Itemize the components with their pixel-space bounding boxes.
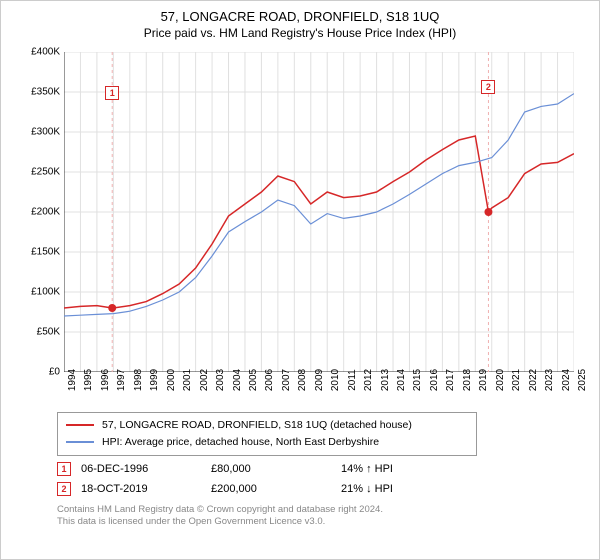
x-tick-label: 2014 bbox=[396, 369, 407, 391]
price-point-marker: 2 bbox=[57, 482, 71, 496]
x-tick-label: 2019 bbox=[478, 369, 489, 391]
x-tick-label: 2012 bbox=[363, 369, 374, 391]
x-tick-label: 2005 bbox=[248, 369, 259, 391]
chart-area: £0 £50K £100K £150K £200K £250K £300K £350K £400… bbox=[20, 46, 580, 406]
chart-marker-2: 2 bbox=[481, 80, 495, 94]
x-tick-label: 2011 bbox=[347, 369, 358, 391]
price-point-amount: £200,000 bbox=[211, 483, 341, 495]
y-tick-label: £150K bbox=[31, 247, 60, 258]
x-tick-label: 1994 bbox=[67, 369, 78, 391]
x-tick-label: 2024 bbox=[561, 369, 572, 391]
chart-title: 57, LONGACRE ROAD, DRONFIELD, S18 1UQ bbox=[13, 9, 587, 24]
x-tick-label: 1998 bbox=[133, 369, 144, 391]
price-point-diff: 21% ↓ HPI bbox=[341, 483, 471, 495]
y-tick-label: £0 bbox=[49, 367, 60, 378]
price-points: 1 06-DEC-1996£80,00014% ↑ HPI 2 18-OCT-2019… bbox=[13, 462, 587, 496]
legend-item-hpi: HPI: Average price, detached house, Nort… bbox=[66, 434, 468, 451]
x-tick-label: 2008 bbox=[297, 369, 308, 391]
chart-marker-1: 1 bbox=[105, 86, 119, 100]
price-point-date: 18-OCT-2019 bbox=[81, 483, 211, 495]
footer-line-2: This data is licensed under the Open Gov… bbox=[57, 516, 587, 528]
x-tick-label: 2002 bbox=[199, 369, 210, 391]
x-tick-label: 2020 bbox=[495, 369, 506, 391]
y-tick-label: £350K bbox=[31, 87, 60, 98]
legend-label-hpi: HPI: Average price, detached house, Nort… bbox=[102, 434, 379, 451]
price-point-date: 06-DEC-1996 bbox=[81, 463, 211, 475]
legend-label-property: 57, LONGACRE ROAD, DRONFIELD, S18 1UQ (d… bbox=[102, 417, 412, 434]
x-tick-label: 2022 bbox=[528, 369, 539, 391]
x-tick-label: 2023 bbox=[544, 369, 555, 391]
legend-swatch-hpi bbox=[66, 441, 94, 443]
x-tick-label: 2009 bbox=[314, 369, 325, 391]
y-tick-label: £100K bbox=[31, 287, 60, 298]
x-tick-label: 2004 bbox=[232, 369, 243, 391]
y-tick-label: £400K bbox=[31, 47, 60, 58]
footer-line-1: Contains HM Land Registry data © Crown c… bbox=[57, 504, 587, 516]
x-tick-label: 2006 bbox=[264, 369, 275, 391]
x-tick-label: 2013 bbox=[380, 369, 391, 391]
footer: Contains HM Land Registry data © Crown c… bbox=[57, 504, 587, 529]
legend: 57, LONGACRE ROAD, DRONFIELD, S18 1UQ (d… bbox=[57, 412, 477, 456]
x-tick-label: 2016 bbox=[429, 369, 440, 391]
y-tick-label: £50K bbox=[37, 327, 60, 338]
x-tick-label: 2003 bbox=[215, 369, 226, 391]
x-tick-label: 1997 bbox=[116, 369, 127, 391]
y-tick-label: £300K bbox=[31, 127, 60, 138]
legend-item-property: 57, LONGACRE ROAD, DRONFIELD, S18 1UQ (d… bbox=[66, 417, 468, 434]
x-tick-label: 2001 bbox=[182, 369, 193, 391]
x-tick-label: 2017 bbox=[445, 369, 456, 391]
price-point-marker: 1 bbox=[57, 462, 71, 476]
x-tick-label: 2000 bbox=[166, 369, 177, 391]
price-point-row: 2 18-OCT-2019£200,00021% ↓ HPI bbox=[57, 482, 587, 496]
x-tick-label: 1996 bbox=[100, 369, 111, 391]
y-tick-label: £200K bbox=[31, 207, 60, 218]
line-chart bbox=[64, 52, 574, 372]
x-tick-label: 1999 bbox=[149, 369, 160, 391]
x-tick-label: 2007 bbox=[281, 369, 292, 391]
price-point-amount: £80,000 bbox=[211, 463, 341, 475]
x-tick-label: 2010 bbox=[330, 369, 341, 391]
chart-container: 57, LONGACRE ROAD, DRONFIELD, S18 1UQ Pr… bbox=[0, 0, 600, 560]
x-tick-label: 2025 bbox=[577, 369, 588, 391]
y-tick-label: £250K bbox=[31, 167, 60, 178]
price-point-diff: 14% ↑ HPI bbox=[341, 463, 471, 475]
x-tick-label: 1995 bbox=[83, 369, 94, 391]
x-tick-label: 2021 bbox=[511, 369, 522, 391]
legend-swatch-property bbox=[66, 424, 94, 426]
x-tick-label: 2018 bbox=[462, 369, 473, 391]
price-point-row: 1 06-DEC-1996£80,00014% ↑ HPI bbox=[57, 462, 587, 476]
chart-subtitle: Price paid vs. HM Land Registry's House … bbox=[13, 26, 587, 40]
x-tick-label: 2015 bbox=[412, 369, 423, 391]
